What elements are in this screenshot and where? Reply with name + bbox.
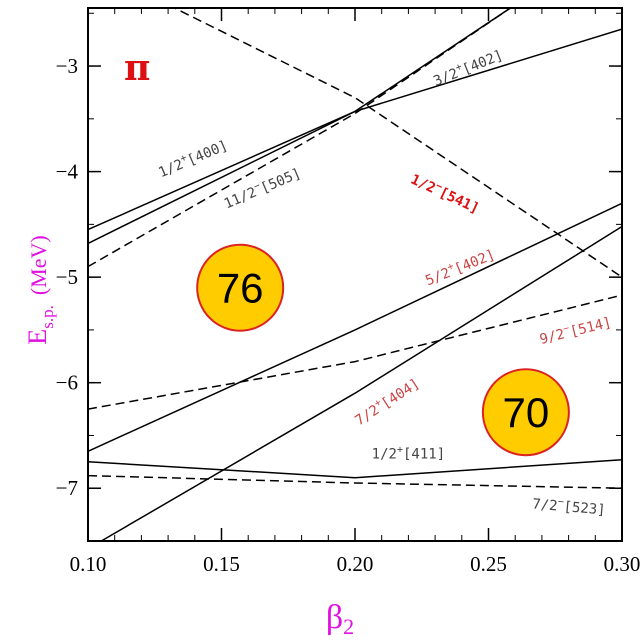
x-tick-label: 0.30 — [604, 552, 641, 576]
axis-ticks — [87, 8, 623, 542]
orbital-line — [88, 28, 622, 231]
orbital-label-nilsson: [523] — [563, 499, 606, 519]
x-tick-label: 0.25 — [470, 552, 507, 576]
orbital-label-parity: − — [252, 180, 262, 192]
orbital-label-base: 9/2 — [538, 326, 566, 348]
y-tick-label: −3 — [56, 54, 78, 78]
orbital-label: 1/2−[541] — [408, 170, 482, 217]
orbital-label-parity: + — [372, 397, 383, 410]
orbital-label-nilsson: [541] — [437, 185, 482, 217]
orbital-label-nilsson: [505] — [258, 166, 303, 197]
orbital-label-parity: − — [434, 180, 444, 193]
y-tick-label: −6 — [56, 371, 78, 395]
svg-text:β2: β2 — [326, 599, 354, 639]
orbital-line — [172, 8, 622, 278]
y-axis-title: Es.p. (MeV) — [23, 235, 57, 344]
orbital-line — [88, 202, 622, 452]
x-axis-title: β2 — [326, 599, 354, 639]
orbital-lines — [88, 8, 622, 541]
magic-number-label: 70 — [503, 389, 550, 436]
orbital-line — [88, 8, 512, 268]
magic-number-label: 76 — [217, 265, 264, 312]
orbital-label-nilsson: [411] — [403, 447, 445, 463]
y-tick-label: −7 — [56, 476, 78, 500]
plot-frame — [87, 7, 623, 542]
orbital-label-parity: − — [557, 497, 564, 508]
y-axis-subscript: s.p. — [38, 305, 57, 329]
orbital-label-nilsson: [400] — [185, 138, 230, 169]
y-tick-label: −5 — [56, 265, 78, 289]
orbital-label-parity: + — [179, 152, 189, 164]
orbital-label-base: 7/2 — [532, 496, 559, 514]
magic-number-circle — [196, 243, 285, 332]
magic-number-circle — [481, 368, 570, 457]
orbital-label-parity: + — [397, 445, 403, 456]
x-axis-subscript: 2 — [343, 614, 354, 639]
orbital-label-base: 1/2 — [372, 447, 397, 463]
orbital-label-parity: + — [454, 61, 464, 73]
orbital-label: 1/2+[400] — [156, 136, 231, 181]
orbital-label: 9/2−[514] — [538, 313, 614, 348]
orbital-label-nilsson: [402] — [460, 47, 505, 78]
orbital-label-parity: − — [562, 323, 571, 335]
orbital-line — [88, 458, 622, 479]
orbital-label-base: 11/2 — [222, 184, 259, 212]
orbital-label: 7/2−[523] — [532, 494, 607, 518]
x-axis-symbol: β — [326, 599, 343, 636]
magic-number-markers: 76 70 — [196, 243, 570, 457]
orbital-label-parity: + — [446, 261, 456, 273]
orbital-line — [100, 225, 622, 541]
y-axis-symbol: E — [23, 329, 52, 345]
orbital-label-nilsson: [404] — [379, 376, 423, 412]
orbital-label: 1/2+[411] — [372, 445, 445, 463]
orbital-line — [88, 8, 512, 245]
panel-label: π — [124, 47, 150, 89]
orbital-line — [88, 474, 622, 489]
orbital-label-base: 1/2 — [408, 172, 438, 197]
y-tick-label: −4 — [56, 160, 79, 184]
orbital-line — [88, 294, 622, 410]
x-tick-label: 0.15 — [203, 552, 240, 576]
svg-text:Es.p.(MeV): Es.p. (MeV) — [23, 235, 57, 344]
y-axis-unit: (MeV) — [26, 235, 51, 295]
x-tick-label: 0.20 — [337, 552, 374, 576]
x-tick-label: 0.10 — [70, 552, 107, 576]
orbital-label: 7/2+[404] — [351, 374, 422, 429]
tick-labels: 0.10 0.15 0.20 0.25 0.30 −7 −6 −5 −4 −3 — [56, 54, 641, 576]
orbital-label-nilsson: [514] — [568, 315, 613, 341]
